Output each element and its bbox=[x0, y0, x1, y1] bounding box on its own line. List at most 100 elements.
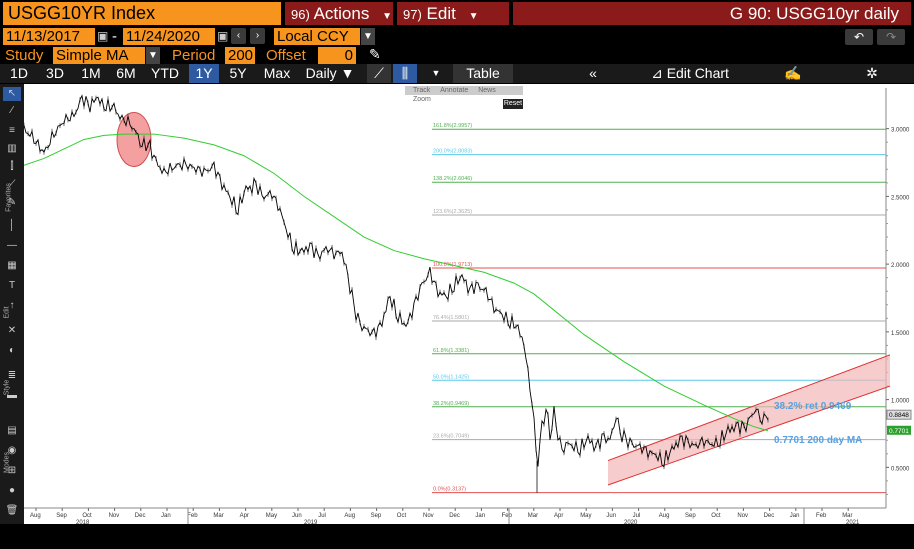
x-tick-label: Jan bbox=[475, 513, 485, 519]
last-price-label: 0.8848 bbox=[889, 412, 909, 419]
y-tick-label: 3.0000 bbox=[891, 128, 910, 134]
chart-area[interactable]: 3.0000 2.5000 2.0000 1.5000 1.0000 0.5000 161.… bbox=[23, 84, 914, 526]
range-6m[interactable]: 6M bbox=[116, 65, 136, 81]
year-label: 2018 bbox=[76, 520, 90, 524]
chart-subtools: Track Annotate News Zoom bbox=[405, 86, 523, 103]
annotate-icon[interactable]: ✍ bbox=[784, 65, 802, 81]
undo-icon[interactable]: ↶ bbox=[845, 29, 873, 45]
redo-icon[interactable]: ↷ bbox=[877, 29, 905, 45]
dot-icon[interactable]: ● bbox=[8, 485, 16, 496]
x-tick-label: Jan bbox=[790, 513, 800, 519]
fib-level-label: 123.6%(2.3625) bbox=[433, 209, 472, 215]
calendar-icon[interactable]: ▣ bbox=[217, 29, 229, 43]
calendar-icon[interactable]: ▣ bbox=[97, 29, 109, 43]
x-tick-label: Aug bbox=[659, 513, 670, 519]
news-tool[interactable]: News bbox=[478, 87, 496, 94]
y-tick-label: 1.0000 bbox=[891, 399, 910, 405]
brush-icon[interactable]: ⟋ bbox=[8, 179, 16, 190]
ruler-line-icon[interactable]: │ bbox=[8, 220, 16, 231]
x-tick-label: Apr bbox=[554, 513, 563, 519]
table-button[interactable]: Table bbox=[453, 64, 513, 83]
actions-menu[interactable]: 96) Actions ▼ bbox=[285, 2, 393, 25]
chevron-down-icon[interactable]: ▼ bbox=[146, 47, 160, 64]
target-icon[interactable]: ◉ bbox=[7, 445, 17, 456]
frequency-select[interactable]: Daily ▼ bbox=[300, 64, 360, 83]
start-date-field[interactable]: 11/13/2017 bbox=[3, 28, 95, 45]
x-tick-label: Apr bbox=[240, 513, 249, 519]
range-ytd[interactable]: YTD bbox=[151, 65, 179, 81]
x-tick-label: Mar bbox=[528, 513, 538, 519]
channel-upper-line bbox=[607, 354, 891, 462]
x-tick-label: Aug bbox=[30, 513, 41, 519]
fibonacci-icon[interactable]: ≡ bbox=[9, 125, 15, 136]
arrow-up-icon[interactable]: ↑ bbox=[9, 300, 15, 311]
chart-icon: ⊿ bbox=[651, 65, 667, 81]
cross-icon[interactable]: ✕ bbox=[7, 325, 17, 336]
fib-level-label: 161.8%(2.9957) bbox=[433, 123, 472, 129]
pencil-icon[interactable]: ✎ bbox=[369, 46, 381, 62]
zoom-tool[interactable]: Zoom bbox=[413, 96, 431, 103]
range-1m[interactable]: 1M bbox=[81, 65, 101, 81]
range-1d[interactable]: 1D bbox=[10, 65, 28, 81]
annotate-tool[interactable]: Annotate bbox=[440, 87, 469, 94]
left-toolbar: ↖ ∕ ≡ ▥ ⫿ ⟋ ✎ │ — ▦ T ↑ ✕ ◐ ≣ ▬ ▤ ◉ ⊞ ● … bbox=[0, 84, 24, 524]
cursor-icon[interactable]: ↖ bbox=[3, 87, 21, 101]
x-tick-label: Nov bbox=[423, 513, 434, 519]
x-tick-label: Aug bbox=[344, 513, 355, 519]
shapes-icon[interactable]: ▦ bbox=[7, 260, 17, 271]
chevron-down-icon[interactable]: ▼ bbox=[431, 68, 441, 78]
x-tick-label: Nov bbox=[737, 513, 748, 519]
last-ma-box bbox=[887, 425, 911, 435]
end-date-field[interactable]: 11/24/2020 bbox=[123, 28, 215, 45]
study-field[interactable]: Simple MA bbox=[53, 47, 145, 64]
ruler-icon[interactable]: ⫿ bbox=[10, 161, 14, 172]
style-width-icon[interactable]: ▬ bbox=[7, 390, 17, 401]
style-label: Style bbox=[3, 379, 11, 396]
favorites-label: Favorites bbox=[5, 183, 13, 212]
range-5y[interactable]: 5Y bbox=[229, 65, 247, 81]
actions-num: 96) bbox=[291, 7, 310, 22]
hline-icon[interactable]: — bbox=[7, 240, 17, 251]
range-3d[interactable]: 3D bbox=[46, 65, 64, 81]
chevron-down-icon: ▼ bbox=[382, 11, 392, 22]
shape-icon[interactable]: ▤ bbox=[7, 425, 17, 436]
next-arrow-icon[interactable]: › bbox=[250, 28, 265, 44]
edit-chart-button[interactable]: ⊿ Edit Chart bbox=[640, 64, 740, 83]
range-max[interactable]: Max bbox=[263, 65, 291, 81]
range-1y[interactable]: 1Y bbox=[189, 64, 219, 83]
prev-arrow-icon[interactable]: ‹ bbox=[231, 28, 246, 44]
ticker-field[interactable]: USGG10YR Index bbox=[3, 2, 281, 25]
study-label: Study bbox=[5, 47, 44, 64]
x-tick-label: Nov bbox=[109, 513, 120, 519]
series-ma-line bbox=[23, 133, 769, 432]
track-tool[interactable]: Track bbox=[413, 87, 431, 94]
x-tick-label: Feb bbox=[187, 513, 198, 519]
line-chart-icon[interactable]: ⟋ bbox=[367, 64, 391, 83]
offset-field[interactable]: 0 bbox=[318, 47, 356, 64]
chevron-down-icon[interactable]: ▼ bbox=[361, 28, 375, 45]
bars-icon[interactable]: ▥ bbox=[7, 143, 17, 154]
style-line-icon[interactable]: ≣ bbox=[7, 370, 17, 381]
fib-level-label: 0.0%(0.3137) bbox=[433, 487, 466, 493]
x-tick-label: Sep bbox=[56, 513, 67, 519]
x-tick-label: Feb bbox=[816, 513, 827, 519]
bar-chart-icon[interactable]: ⫼ bbox=[393, 64, 417, 83]
chevron-down-icon: ▼ bbox=[468, 11, 479, 22]
grid-icon[interactable]: ⊞ bbox=[7, 465, 17, 476]
x-tick-label: Dec bbox=[135, 513, 146, 519]
line-tool-icon[interactable]: ∕ bbox=[11, 105, 13, 116]
color-icon[interactable]: ◐ bbox=[8, 345, 16, 356]
chart-svg[interactable]: 3.0000 2.5000 2.0000 1.5000 1.0000 0.5000 161.… bbox=[23, 84, 914, 526]
collapse-icon[interactable]: « bbox=[589, 65, 597, 81]
currency-field[interactable]: Local CCY bbox=[274, 28, 360, 45]
gear-icon[interactable]: ✲ bbox=[866, 65, 878, 81]
pencil-icon[interactable]: ✎ bbox=[7, 197, 17, 208]
x-tick-label: Jul bbox=[633, 513, 641, 519]
text-tool-icon[interactable]: T bbox=[8, 280, 16, 291]
edit-menu[interactable]: 97) Edit ▼ bbox=[397, 2, 509, 25]
fib-level-label: 138.2%(2.6046) bbox=[433, 176, 472, 182]
trash-icon[interactable]: 🗑 bbox=[5, 505, 19, 516]
x-tick-label: May bbox=[266, 513, 277, 519]
reset-button[interactable]: Reset bbox=[503, 99, 523, 109]
period-field[interactable]: 200 bbox=[225, 47, 255, 64]
